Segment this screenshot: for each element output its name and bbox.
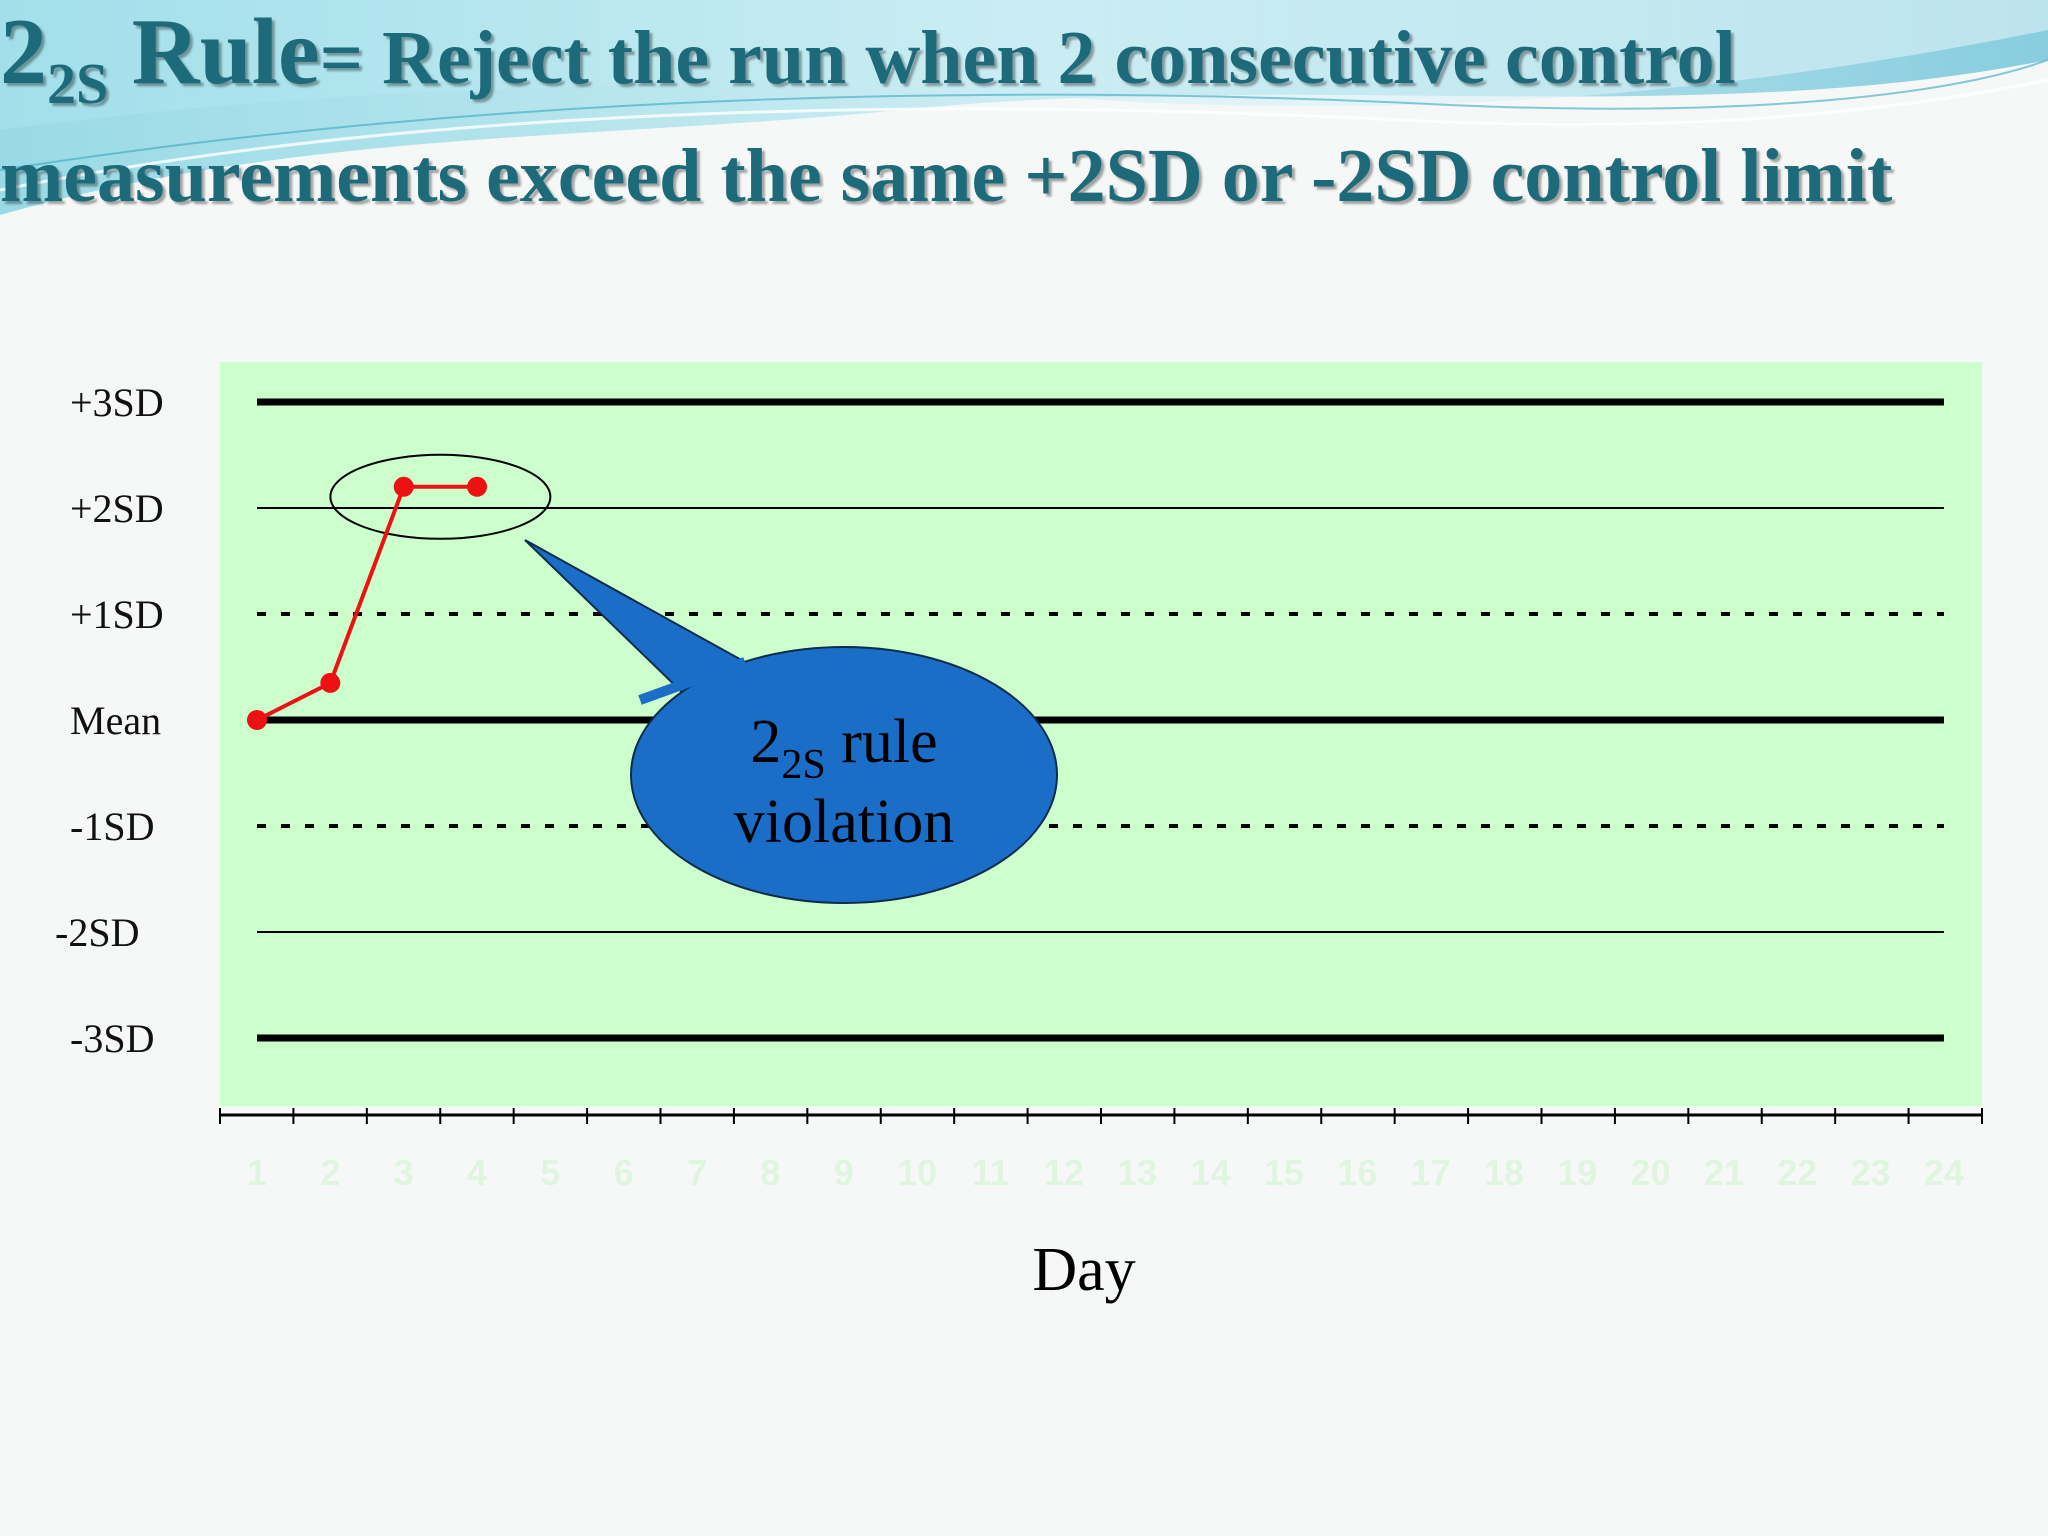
x-tick-label: 12 [1044,1152,1084,1193]
data-point [467,476,488,497]
x-tick-label: 17 [1411,1152,1451,1193]
y-label: +2SD [70,486,164,531]
x-tick-label: 4 [467,1152,487,1193]
y-label: -3SD [70,1016,154,1061]
violation-callout: 22S rule violation [524,539,1058,904]
x-tick-label: 14 [1190,1152,1230,1193]
x-tick-label: 23 [1851,1152,1891,1193]
slide-title: 22S Rule= Reject the run when 2 consecut… [0,0,2000,242]
x-tick-label: 13 [1117,1152,1157,1193]
x-tick-label: 1 [247,1152,267,1193]
x-tick-label: 5 [540,1152,560,1193]
x-tick-label: 20 [1631,1152,1671,1193]
x-tick-label: 2 [320,1152,340,1193]
x-tick-label: 8 [760,1152,780,1193]
x-tick-label: 15 [1264,1152,1304,1193]
x-tick-label: 22 [1777,1152,1817,1193]
x-axis-label: Day [1032,1236,1135,1304]
series-line [256,484,478,722]
violation-highlight-ellipse [329,453,552,540]
x-tick-label: 6 [614,1152,634,1193]
x-tick-label: 19 [1557,1152,1597,1193]
x-tick-label: 7 [687,1152,707,1193]
x-tick-label: 3 [394,1152,414,1193]
data-point [393,476,414,497]
x-tick-label: 10 [897,1152,937,1193]
x-tick-label: 18 [1484,1152,1524,1193]
y-label: -1SD [70,804,154,849]
y-label: +3SD [70,380,164,425]
callout-line-1: 22S rule [750,708,937,788]
callout-line-2: violation [734,788,954,856]
data-point [247,710,267,730]
y-label: Mean [70,698,161,743]
data-point [320,672,341,693]
x-tick-label: 24 [1924,1152,1964,1193]
y-label: +1SD [70,592,164,637]
x-tick-label: 11 [971,1152,1009,1193]
x-tick-label: 9 [834,1152,854,1193]
rule-description: = Reject the run when 2 consecutive cont… [0,16,1893,218]
rule-name: 22S Rule [0,0,320,116]
x-tick-label: 16 [1337,1152,1377,1193]
background-waves [0,0,2048,215]
callout-bubble [630,646,1058,904]
x-tick-label: 21 [1704,1152,1744,1193]
y-label: -2SD [55,910,139,955]
plot-area [220,362,1982,1106]
